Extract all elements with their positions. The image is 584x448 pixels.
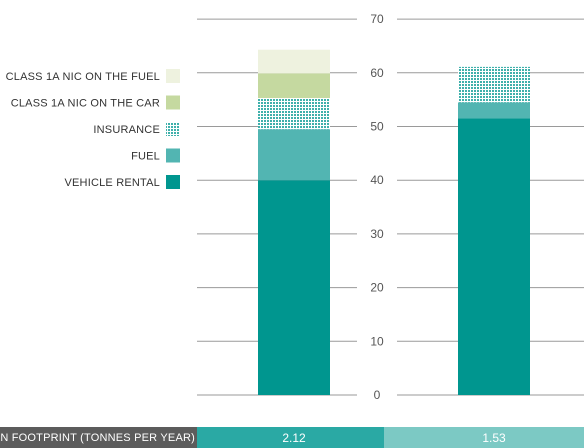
footer-cell [197,427,384,448]
legend-label: FUEL [131,151,160,163]
y-tick-label: 60 [370,66,384,80]
legend-swatch [166,95,180,110]
legend-swatch [166,69,180,83]
y-tick-label: 50 [370,120,384,134]
bar-segment [458,118,530,395]
legend: CLASS 1A NIC ON THE FUEL CLASS 1A NIC ON … [6,69,180,189]
bars [258,49,530,395]
legend-swatch [166,122,180,136]
legend-swatch [166,148,180,163]
footer-value: 1.53 [482,431,506,445]
bar-segment [458,102,530,119]
legend-swatch [166,175,180,189]
y-tick-label: 10 [370,334,384,348]
bar-segment [258,49,330,74]
legend-label: CLASS 1A NIC ON THE FUEL [6,71,160,83]
footer-value: 2.12 [282,431,306,445]
legend-label: INSURANCE [93,124,160,136]
y-tick-label: 20 [370,281,384,295]
bar-segment [258,129,330,181]
footer-band: CARBON FOOTPRINT (TONNES PER YEAR) 2.12 1.… [0,427,584,448]
bar-segment [258,98,330,130]
footer-label-bg [0,427,197,448]
bar-segment [258,180,330,395]
y-tick-label: 0 [374,388,381,402]
legend-label: VEHICLE RENTAL [64,177,160,189]
bar-segment [258,73,330,99]
footer-label: CARBON FOOTPRINT (TONNES PER YEAR) [0,432,195,444]
y-tick-label: 40 [370,173,384,187]
bar-segment [458,66,530,103]
legend-label: CLASS 1A NIC ON THE CAR [11,98,160,110]
y-tick-label: 70 [370,12,384,26]
y-tick-label: 30 [370,227,384,241]
footer-cell [384,427,584,448]
